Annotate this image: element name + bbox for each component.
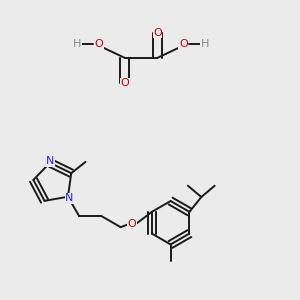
Text: O: O (120, 78, 129, 88)
Text: O: O (153, 28, 162, 38)
Text: H: H (201, 40, 209, 50)
Text: N: N (65, 193, 74, 203)
Text: O: O (128, 219, 136, 229)
Text: O: O (94, 40, 103, 50)
Text: O: O (179, 40, 188, 50)
Text: H: H (73, 40, 81, 50)
Text: N: N (46, 156, 54, 166)
